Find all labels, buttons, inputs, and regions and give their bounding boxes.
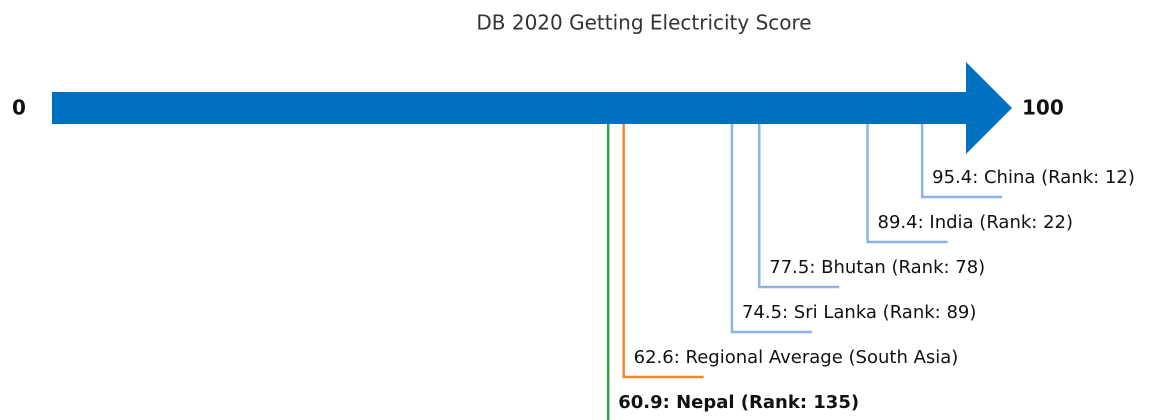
marker-line [730, 124, 812, 334]
x-tick-label: 100 [1022, 96, 1064, 120]
marker-line [758, 124, 840, 289]
marker-line [622, 124, 704, 379]
x-tick-label: 0 [12, 96, 26, 120]
chart-title: DB 2020 Getting Electricity Score [476, 11, 811, 35]
value-label: 62.6: Regional Average (South Asia) [634, 347, 959, 368]
marker-line [920, 124, 1003, 199]
value-label: 60.9: Nepal (Rank: 135) [618, 392, 859, 413]
marker-line [866, 124, 948, 244]
value-label: 89.4: India (Rank: 22) [878, 212, 1073, 233]
marker-line [606, 124, 610, 420]
value-label: 77.5: Bhutan (Rank: 78) [769, 257, 985, 278]
value-label: 95.4: China (Rank: 12) [932, 167, 1135, 188]
scale-arrow [52, 62, 1012, 154]
value-label: 74.5: Sri Lanka (Rank: 89) [742, 302, 976, 323]
